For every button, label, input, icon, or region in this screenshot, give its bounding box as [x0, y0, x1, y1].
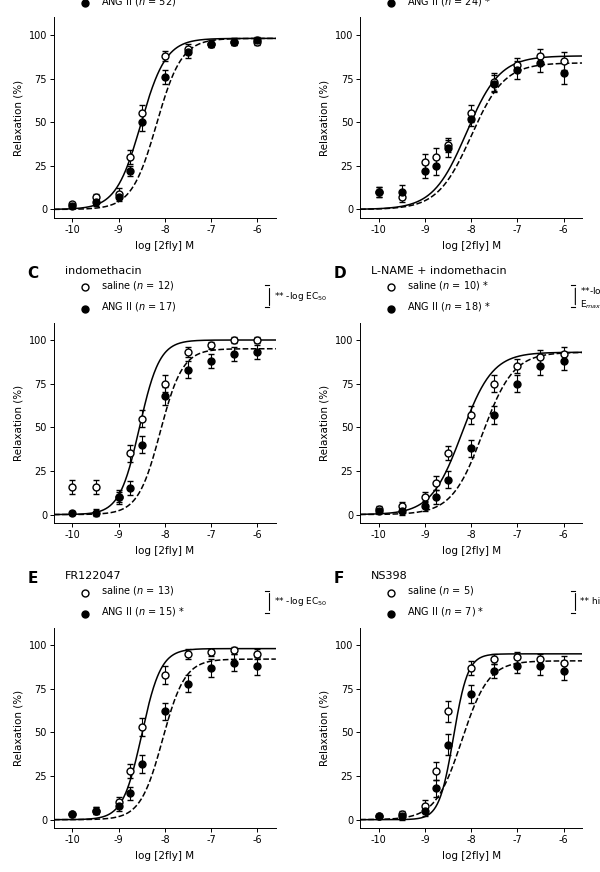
X-axis label: log [2fly] M: log [2fly] M	[442, 241, 500, 250]
Text: ANG II ($n$ = 17): ANG II ($n$ = 17)	[101, 300, 176, 313]
Text: saline ($n$ = 10) *: saline ($n$ = 10) *	[407, 279, 488, 292]
X-axis label: log [2fly] M: log [2fly] M	[442, 546, 500, 555]
Y-axis label: Relaxation (%): Relaxation (%)	[319, 79, 329, 156]
Text: ** -log EC$_{50}$: ** -log EC$_{50}$	[274, 595, 327, 608]
Text: saline ($n$ = 5): saline ($n$ = 5)	[407, 584, 474, 597]
Text: FR122047: FR122047	[65, 571, 122, 582]
Text: E$_{max}$: E$_{max}$	[580, 298, 600, 310]
X-axis label: log [2fly] M: log [2fly] M	[136, 851, 194, 861]
Text: ANG II ($n$ = 15) *: ANG II ($n$ = 15) *	[101, 605, 184, 618]
Text: indomethacin: indomethacin	[65, 266, 142, 276]
Text: NS398: NS398	[371, 571, 408, 582]
Text: F: F	[334, 571, 344, 587]
Text: ANG II ($n$ = 52): ANG II ($n$ = 52)	[101, 0, 176, 8]
Text: saline ($n$ = 13): saline ($n$ = 13)	[101, 584, 174, 597]
Text: D: D	[334, 266, 346, 282]
Text: L-NAME + indomethacin: L-NAME + indomethacin	[371, 266, 507, 276]
Text: ANG II ($n$ = 18) *: ANG II ($n$ = 18) *	[407, 300, 490, 313]
Y-axis label: Relaxation (%): Relaxation (%)	[13, 385, 23, 461]
X-axis label: log [2fly] M: log [2fly] M	[442, 851, 500, 861]
Y-axis label: Relaxation (%): Relaxation (%)	[13, 690, 23, 766]
Text: ANG II ($n$ = 7) *: ANG II ($n$ = 7) *	[407, 605, 484, 618]
Text: ANG II ($n$ = 24) *: ANG II ($n$ = 24) *	[407, 0, 490, 8]
Text: C: C	[28, 266, 38, 282]
Y-axis label: Relaxation (%): Relaxation (%)	[319, 690, 329, 766]
X-axis label: log [2fly] M: log [2fly] M	[136, 241, 194, 250]
Text: **-log EC$_{50}$: **-log EC$_{50}$	[580, 285, 600, 298]
Y-axis label: Relaxation (%): Relaxation (%)	[319, 385, 329, 461]
Text: E: E	[28, 571, 38, 587]
Y-axis label: Relaxation (%): Relaxation (%)	[13, 79, 23, 156]
Text: saline ($n$ = 12): saline ($n$ = 12)	[101, 279, 174, 292]
Text: ** hill slope: ** hill slope	[580, 597, 600, 606]
Text: ** -log EC$_{50}$: ** -log EC$_{50}$	[274, 290, 327, 303]
X-axis label: log [2fly] M: log [2fly] M	[136, 546, 194, 555]
